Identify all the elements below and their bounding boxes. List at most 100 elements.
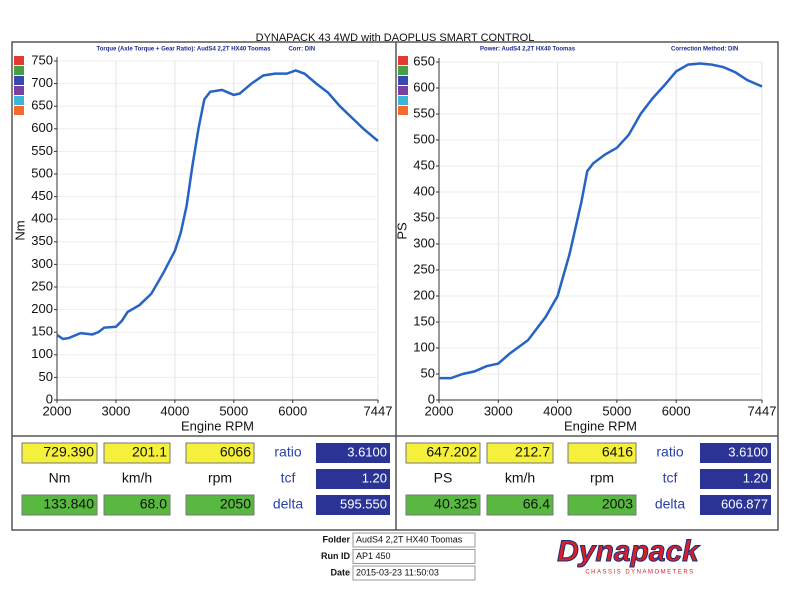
x-tick-label: 2000 — [43, 403, 72, 418]
readout-box — [103, 494, 171, 516]
x-tick-label: 7447 — [748, 403, 777, 418]
channel-swatch — [14, 76, 24, 85]
footer-label: Run ID — [321, 551, 350, 561]
readout-unit: rpm — [590, 470, 614, 486]
readout-label: tcf — [663, 470, 678, 486]
torque-power-line — [56, 69, 379, 341]
readout-value: 647.202 — [426, 444, 477, 460]
readout-unit: Nm — [49, 470, 71, 486]
y-tick-label: 450 — [413, 157, 435, 172]
channel-swatch — [398, 86, 408, 95]
readout-box — [21, 494, 98, 516]
x-axis-title: Engine RPM — [564, 418, 637, 433]
readout-value: 2003 — [602, 496, 633, 512]
readout-box — [405, 494, 481, 516]
readout-value: 133.840 — [43, 496, 94, 512]
channel-swatch — [14, 106, 24, 115]
readout-value: 66.4 — [523, 496, 550, 512]
x-tick-label: 6000 — [278, 403, 307, 418]
footer-value: 2015-03-23 11:50:03 — [356, 567, 439, 577]
y-tick-label: 650 — [31, 98, 53, 113]
readout-unit: km/h — [505, 470, 535, 486]
y-tick-label: 0 — [428, 391, 435, 406]
x-tick-label: 5000 — [602, 403, 631, 418]
readout-box — [405, 442, 481, 464]
x-tick-label: 4000 — [543, 403, 572, 418]
x-tick-label: 2000 — [425, 403, 454, 418]
readout-box — [185, 442, 255, 464]
footer-label: Date — [330, 567, 350, 577]
torque-power-line — [439, 62, 763, 380]
y-tick-label: 150 — [31, 324, 53, 339]
chart-subtitle: Torque (Axle Torque + Gear Ratio): AudS4… — [96, 47, 271, 53]
x-tick-label: 3000 — [484, 403, 513, 418]
footer-box — [352, 532, 476, 548]
readout-value: 2050 — [220, 496, 251, 512]
readout-box — [185, 494, 255, 516]
channel-swatch — [398, 96, 408, 105]
x-tick-label: 5000 — [219, 403, 248, 418]
y-tick-label: 600 — [31, 120, 53, 135]
readout-box — [316, 495, 390, 515]
chart-note: Correction Method: DIN — [671, 47, 738, 53]
logo: Dynapack — [557, 535, 700, 568]
readout-value: 6066 — [220, 444, 251, 460]
x-tick-label: 7447 — [364, 403, 393, 418]
y-tick-label: 400 — [413, 183, 435, 198]
y-tick-label: 300 — [31, 256, 53, 271]
readout-box — [21, 442, 98, 464]
readout-value: 40.325 — [434, 496, 477, 512]
y-tick-label: 300 — [413, 235, 435, 250]
y-tick-label: 750 — [31, 52, 53, 67]
readout-box — [486, 494, 554, 516]
channel-swatch — [14, 86, 24, 95]
readout-label: ratio — [656, 444, 683, 460]
x-tick-label: 3000 — [101, 403, 130, 418]
channel-swatch — [398, 56, 408, 65]
channel-swatch — [398, 106, 408, 115]
y-tick-label: 100 — [413, 339, 435, 354]
readout-box — [486, 442, 554, 464]
chart-subtitle: Power: AudS4 2,2T HX40 Toomas — [480, 47, 576, 53]
y-tick-label: 200 — [31, 301, 53, 316]
y-tick-label: 500 — [31, 165, 53, 180]
readout-value: 1.20 — [743, 470, 768, 485]
y-tick-label: 150 — [413, 313, 435, 328]
readout-box — [103, 442, 171, 464]
readout-box — [567, 442, 637, 464]
x-tick-label: 4000 — [160, 403, 189, 418]
page-title: DYNAPACK 43 4WD with DAOPLUS SMART CONTR… — [256, 32, 535, 44]
y-tick-label: 400 — [31, 211, 53, 226]
y-tick-label: 550 — [31, 143, 53, 158]
y-tick-label: 250 — [31, 278, 53, 293]
readout-box — [700, 443, 771, 463]
readout-value: 3.6100 — [347, 444, 387, 459]
y-axis-title: Nm — [12, 220, 27, 240]
readout-label: tcf — [281, 470, 296, 486]
channel-swatch — [398, 66, 408, 75]
y-tick-label: 600 — [413, 79, 435, 94]
readout-value: 1.20 — [362, 470, 387, 485]
readout-value: 729.390 — [43, 444, 94, 460]
y-tick-label: 50 — [421, 365, 435, 380]
readout-label: ratio — [274, 444, 301, 460]
logo-tagline: CHASSIS DYNAMOMETERS — [585, 570, 694, 576]
readout-value: 595.550 — [340, 496, 387, 511]
readout-value: 6416 — [602, 444, 633, 460]
readout-unit: PS — [434, 470, 453, 486]
readout-box — [316, 443, 390, 463]
footer-value: AudS4 2,2T HX40 Toomas — [356, 534, 463, 544]
readout-label: delta — [655, 496, 686, 512]
x-tick-label: 6000 — [662, 403, 691, 418]
y-tick-label: 100 — [31, 346, 53, 361]
y-tick-label: 250 — [413, 261, 435, 276]
frame — [11, 41, 779, 531]
readout-label: delta — [273, 496, 304, 512]
readout-value: 201.1 — [132, 444, 167, 460]
readout-box — [316, 469, 390, 489]
readout-box — [700, 495, 771, 515]
readout-value: 3.6100 — [728, 444, 768, 459]
readout-unit: km/h — [122, 470, 152, 486]
channel-swatch — [14, 56, 24, 65]
